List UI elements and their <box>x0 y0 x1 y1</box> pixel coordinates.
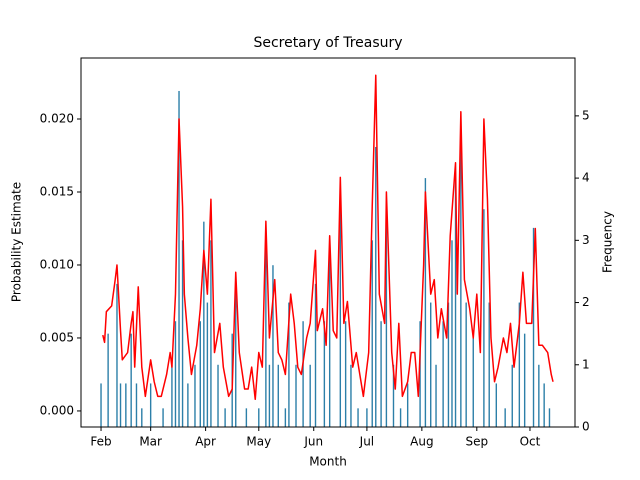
bar <box>488 302 490 427</box>
chart-title: Secretary of Treasury <box>253 35 402 51</box>
bar <box>178 90 180 427</box>
bar <box>523 333 526 427</box>
x-axis-label: Month <box>309 455 347 469</box>
axes-frame <box>80 57 576 428</box>
bar <box>277 364 279 427</box>
bar <box>130 333 132 427</box>
bar <box>171 364 173 427</box>
bar <box>518 302 521 427</box>
bar <box>235 283 237 427</box>
bar <box>339 196 342 427</box>
bar <box>495 383 498 427</box>
bar <box>116 283 118 427</box>
bar <box>385 209 388 427</box>
y-tick-label: 0.000 <box>40 403 74 417</box>
bar <box>380 321 382 427</box>
bar <box>460 140 462 427</box>
bar <box>483 209 485 427</box>
bar <box>406 383 409 427</box>
bar <box>309 364 311 427</box>
bar <box>203 221 205 427</box>
bar <box>442 321 444 427</box>
bar <box>399 408 402 427</box>
bar <box>217 364 219 427</box>
bar <box>181 240 184 427</box>
bar <box>245 408 248 427</box>
bar <box>435 364 437 427</box>
y-tick-label: 0.020 <box>40 112 74 126</box>
bar <box>454 178 457 427</box>
bar <box>302 321 304 427</box>
bar <box>272 265 274 427</box>
bar <box>538 364 540 427</box>
bar <box>328 240 331 427</box>
x-tick-label: Apr <box>195 435 216 449</box>
bar <box>268 364 271 427</box>
bar <box>543 383 545 427</box>
bar <box>199 321 201 427</box>
bar <box>100 383 102 427</box>
bar <box>532 227 535 427</box>
plot-area <box>100 74 554 427</box>
y2-tick-label: 5 <box>582 108 590 122</box>
x-tick-label: Oct <box>520 435 541 449</box>
bar <box>344 321 347 427</box>
bar <box>119 383 122 427</box>
bar <box>224 408 226 427</box>
x-tick-label: Feb <box>90 435 111 449</box>
bar <box>472 333 474 427</box>
bar <box>174 321 177 427</box>
bar <box>125 383 127 427</box>
bar <box>194 364 196 427</box>
bar <box>187 383 189 427</box>
bar <box>424 178 427 427</box>
y2-tick-label: 0 <box>582 420 590 434</box>
bar <box>210 240 212 427</box>
y-tick-label: 0.015 <box>40 184 74 198</box>
y2-tick-label: 3 <box>582 233 590 247</box>
bar <box>206 302 209 427</box>
bar <box>511 364 513 427</box>
bar <box>371 240 373 427</box>
bar <box>451 240 453 427</box>
bar <box>258 408 260 427</box>
bar <box>419 321 421 427</box>
x-tick-label: Mar <box>139 435 162 449</box>
bar <box>357 408 359 427</box>
bar <box>375 146 377 427</box>
bar <box>265 240 267 427</box>
y2-tick-label: 4 <box>582 171 590 185</box>
bar <box>135 383 138 427</box>
bar <box>107 333 109 427</box>
x-tick-label: Jun <box>303 435 323 449</box>
bar <box>288 302 290 427</box>
bar <box>465 302 467 427</box>
bar <box>141 408 143 427</box>
x-tick-label: Sep <box>465 435 488 449</box>
bar <box>548 408 551 427</box>
bar <box>323 321 326 427</box>
bar <box>392 364 395 427</box>
line <box>102 74 554 401</box>
bar <box>314 283 317 427</box>
y-tick-label: 0.010 <box>40 257 74 271</box>
y2-tick-label: 2 <box>582 295 590 309</box>
y-axis-label: Probability Estimate <box>10 182 24 302</box>
bar <box>430 302 432 427</box>
bar <box>366 408 368 427</box>
y2-axis-label: Frequency <box>601 211 615 273</box>
bar <box>284 408 287 427</box>
x-tick-label: Jul <box>359 435 374 449</box>
bar <box>447 302 450 427</box>
x-tick-label: May <box>246 435 271 449</box>
bar <box>350 364 352 427</box>
bar <box>295 364 297 427</box>
bar <box>504 408 506 427</box>
y-tick-label: 0.005 <box>40 330 74 344</box>
bar <box>162 408 164 427</box>
bar <box>149 383 152 427</box>
x-tick-label: Aug <box>410 435 433 449</box>
y2-tick-label: 1 <box>582 357 590 371</box>
